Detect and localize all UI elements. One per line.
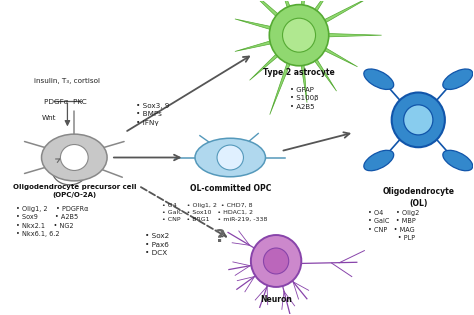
Text: • O4     • Olig1, 2  • CHD7, 8
• GalC  • Sox10   • HDAC1, 2
• CNP   • BRG1    • : • O4 • Olig1, 2 • CHD7, 8 • GalC • Sox10… xyxy=(163,203,268,221)
Polygon shape xyxy=(270,50,295,115)
Text: • Sox3, 9
• BMPs
• IFNγ: • Sox3, 9 • BMPs • IFNγ xyxy=(136,103,170,126)
Text: Type 2 astrocyte: Type 2 astrocyte xyxy=(263,68,335,77)
Ellipse shape xyxy=(443,150,473,171)
Polygon shape xyxy=(299,52,307,103)
Text: ?: ? xyxy=(215,228,225,246)
Text: • GFAP
• S100β
• A2B5: • GFAP • S100β • A2B5 xyxy=(290,87,319,110)
Polygon shape xyxy=(315,33,382,37)
Text: Oligodendrocyte precursor cell
(OPC/O-2A): Oligodendrocyte precursor cell (OPC/O-2A… xyxy=(12,184,136,198)
Text: • Sox2
• Pax6
• DCX: • Sox2 • Pax6 • DCX xyxy=(146,233,170,256)
Text: PDGFα  PKC: PDGFα PKC xyxy=(45,100,87,106)
Text: Wnt: Wnt xyxy=(41,115,56,121)
Ellipse shape xyxy=(61,145,88,170)
Ellipse shape xyxy=(251,235,301,287)
Text: Neuron: Neuron xyxy=(260,295,292,305)
Ellipse shape xyxy=(269,5,329,66)
Text: Oligodendrocyte
(OL): Oligodendrocyte (OL) xyxy=(382,187,454,208)
Ellipse shape xyxy=(217,145,244,170)
Polygon shape xyxy=(235,37,283,51)
Polygon shape xyxy=(237,0,288,26)
Ellipse shape xyxy=(443,69,473,89)
Polygon shape xyxy=(313,41,357,67)
Text: OL-committed OPC: OL-committed OPC xyxy=(190,184,271,193)
Polygon shape xyxy=(275,0,295,20)
Text: • Olig1, 2    • PDGFRα
• Sox9        • A2B5
• Nkx2.1    • NG2
• Nkx6.1, 6.2: • Olig1, 2 • PDGFRα • Sox9 • A2B5 • Nkx2… xyxy=(16,206,88,237)
Ellipse shape xyxy=(392,93,445,147)
Polygon shape xyxy=(307,0,337,22)
Ellipse shape xyxy=(404,105,433,135)
Ellipse shape xyxy=(195,138,265,177)
Ellipse shape xyxy=(364,150,394,171)
Polygon shape xyxy=(313,0,372,29)
Ellipse shape xyxy=(42,134,107,181)
Polygon shape xyxy=(250,45,288,80)
Polygon shape xyxy=(299,0,307,19)
Polygon shape xyxy=(307,48,337,91)
Ellipse shape xyxy=(264,248,289,274)
Text: insulin, T₃, cortisol: insulin, T₃, cortisol xyxy=(35,77,100,83)
Text: • O4      • Olig2
• GalC   • MBP
• CNP   • MAG
              • PLP: • O4 • Olig2 • GalC • MBP • CNP • MAG • … xyxy=(368,210,419,241)
Polygon shape xyxy=(235,19,283,33)
Ellipse shape xyxy=(364,69,394,89)
Ellipse shape xyxy=(283,18,316,52)
